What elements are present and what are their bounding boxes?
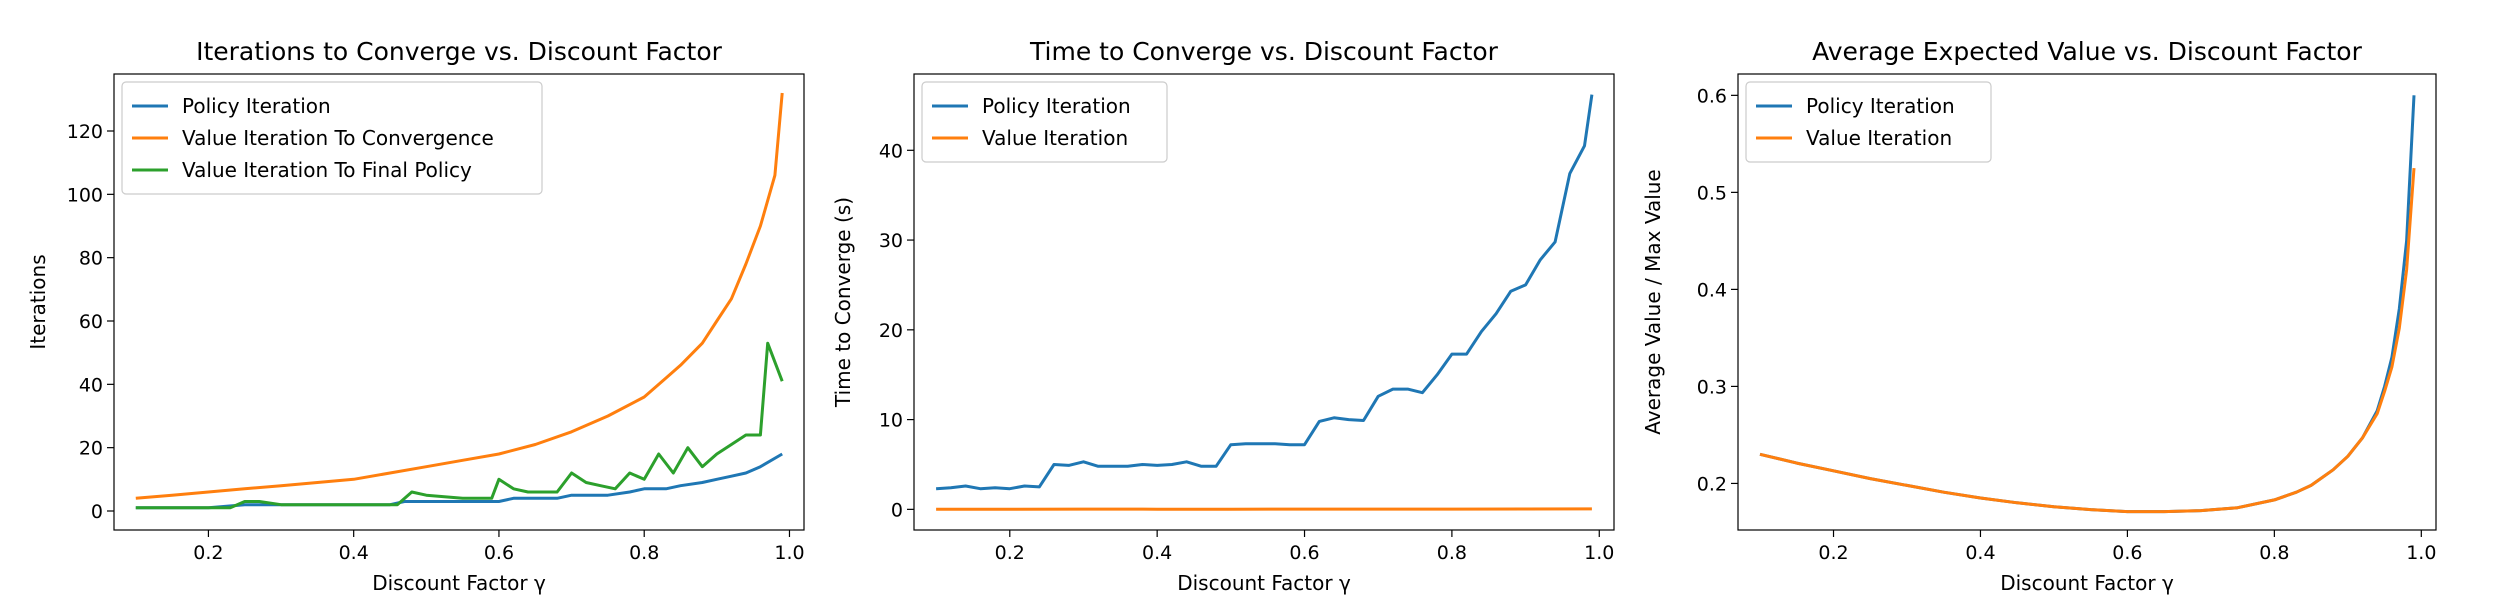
legend-box xyxy=(1745,81,1992,163)
x-tick-label: 0.4 xyxy=(339,542,369,564)
series-line-1 xyxy=(936,94,1594,491)
series-line-3 xyxy=(135,341,784,510)
y-tick-label: 0.3 xyxy=(1697,376,1727,398)
y-axis-label: Average Value / Max Value xyxy=(1641,169,1665,435)
y-tick-label: 80 xyxy=(79,248,103,270)
legend-entry: Value Iteration xyxy=(982,126,1128,150)
legend-entry: Policy Iteration xyxy=(182,94,331,118)
x-tick-label: 0.2 xyxy=(1818,542,1848,564)
x-tick-label: 0.8 xyxy=(1437,542,1467,564)
y-tick-label: 40 xyxy=(79,374,103,396)
series-line-2 xyxy=(1759,167,2416,514)
legend-entry: Value Iteration To Convergence xyxy=(182,126,494,150)
plot-area xyxy=(113,73,805,531)
y-tick-label: 60 xyxy=(79,311,103,333)
x-tick-label: 0.4 xyxy=(1142,542,1172,564)
x-tick-label: 1.0 xyxy=(774,542,804,564)
x-tick-label: 0.8 xyxy=(2259,542,2289,564)
y-tick-label: 20 xyxy=(879,320,903,342)
y-tick-label: 0.2 xyxy=(1697,473,1727,495)
y-tick-label: 0 xyxy=(91,501,103,523)
chart-title: Iterations to Converge vs. Discount Fact… xyxy=(196,37,723,66)
y-axis-label: Time to Converge (s) xyxy=(831,197,855,408)
y-tick-label: 0 xyxy=(891,499,903,521)
plot-area xyxy=(913,73,1615,531)
legend-entry: Policy Iteration xyxy=(1806,94,1955,118)
x-axis-label: Discount Factor γ xyxy=(1177,571,1351,595)
y-tick-label: 0.6 xyxy=(1697,85,1727,107)
x-tick-label: 0.6 xyxy=(1289,542,1319,564)
series-line-2 xyxy=(135,92,784,500)
x-tick-label: 0.2 xyxy=(995,542,1025,564)
legend: Policy Iteration Value Iteration xyxy=(921,81,1168,163)
x-tick-label: 1.0 xyxy=(2406,542,2436,564)
chart-title: Average Expected Value vs. Discount Fact… xyxy=(1812,37,2362,66)
legend-entry: Policy Iteration xyxy=(982,94,1131,118)
x-tick-label: 0.8 xyxy=(629,542,659,564)
legend-box xyxy=(121,81,543,195)
x-tick-label: 1.0 xyxy=(1584,542,1614,564)
legend-entry: Value Iteration To Final Policy xyxy=(182,158,472,182)
y-tick-label: 100 xyxy=(67,184,103,206)
y-axis-label: Iterations xyxy=(26,254,50,349)
y-tick-label: 20 xyxy=(79,438,103,460)
y-tick-label: 0.4 xyxy=(1697,279,1727,301)
chart-panel-2: Time to Converge vs. Discount Factor 0.2 0… xyxy=(831,37,1615,595)
x-axis-label: Discount Factor γ xyxy=(2000,571,2174,595)
x-tick-label: 0.4 xyxy=(1965,542,1995,564)
plot-area xyxy=(1737,73,2437,531)
legend-entry: Value Iteration xyxy=(1806,126,1952,150)
legend: Policy Iteration Value Iteration xyxy=(1745,81,1992,163)
y-tick-label: 0.5 xyxy=(1697,182,1727,204)
x-tick-label: 0.6 xyxy=(2112,542,2142,564)
x-tick-label: 0.6 xyxy=(484,542,514,564)
chart-title: Time to Converge vs. Discount Factor xyxy=(1029,37,1499,66)
y-tick-label: 120 xyxy=(67,121,103,143)
y-tick-label: 30 xyxy=(879,230,903,252)
y-tick-label: 10 xyxy=(879,410,903,432)
chart-panel-3: Average Expected Value vs. Discount Fact… xyxy=(1641,37,2437,595)
legend-box xyxy=(921,81,1168,163)
chart-panel-1: Iterations to Converge vs. Discount Fact… xyxy=(26,37,805,595)
x-axis-label: Discount Factor γ xyxy=(372,571,546,595)
y-tick-label: 40 xyxy=(879,140,903,162)
legend: Policy Iteration Value Iteration To Conve… xyxy=(121,81,543,195)
x-tick-label: 0.2 xyxy=(193,542,223,564)
